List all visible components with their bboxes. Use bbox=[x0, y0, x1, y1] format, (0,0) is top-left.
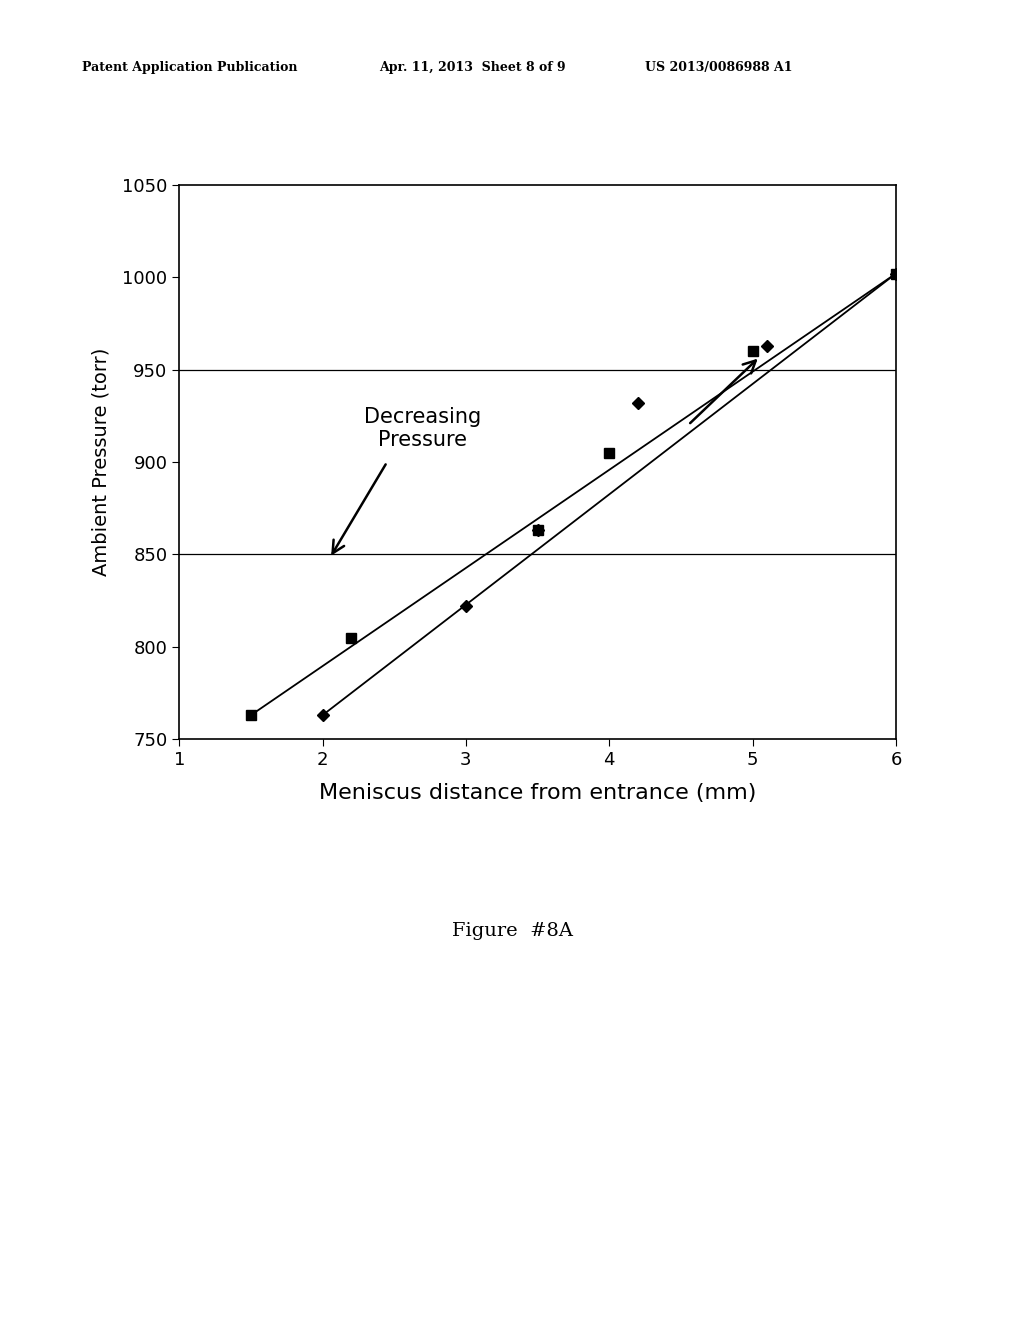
Text: Figure  #8A: Figure #8A bbox=[452, 921, 572, 940]
Text: US 2013/0086988 A1: US 2013/0086988 A1 bbox=[645, 61, 793, 74]
X-axis label: Meniscus distance from entrance (mm): Meniscus distance from entrance (mm) bbox=[318, 783, 757, 803]
Text: Patent Application Publication: Patent Application Publication bbox=[82, 61, 297, 74]
Y-axis label: Ambient Pressure (torr): Ambient Pressure (torr) bbox=[92, 347, 111, 577]
Text: Decreasing
Pressure: Decreasing Pressure bbox=[365, 407, 481, 450]
Text: Apr. 11, 2013  Sheet 8 of 9: Apr. 11, 2013 Sheet 8 of 9 bbox=[379, 61, 565, 74]
